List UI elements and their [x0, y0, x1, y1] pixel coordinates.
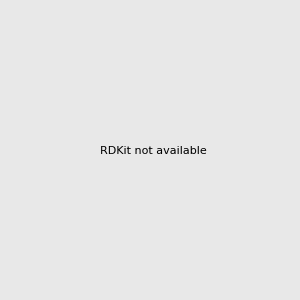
Text: RDKit not available: RDKit not available — [100, 146, 207, 157]
